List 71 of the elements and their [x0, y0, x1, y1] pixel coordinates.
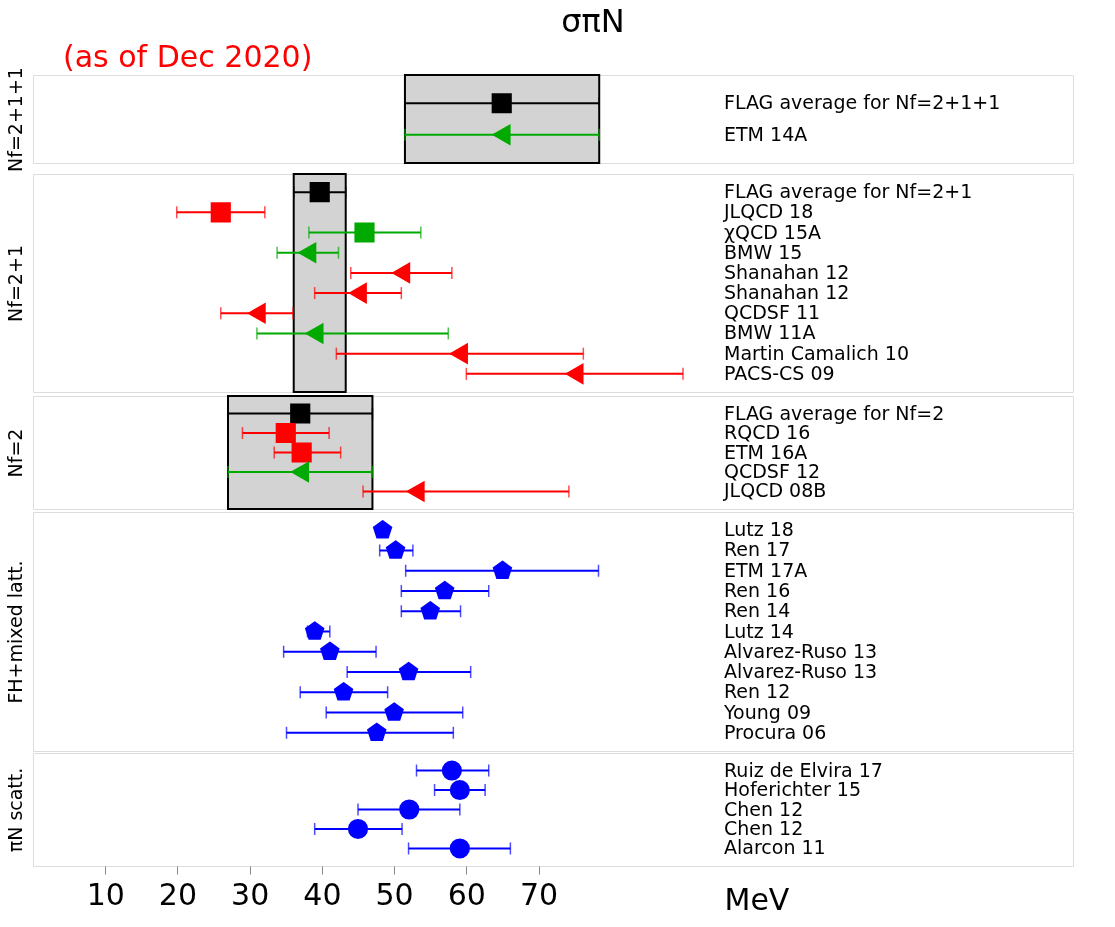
- point: [248, 303, 266, 324]
- y-tick-label: Lutz 18: [724, 518, 794, 541]
- y-tick-label: QCDSF 11: [724, 301, 821, 324]
- y-tick-label: Lutz 14: [724, 619, 794, 642]
- point: [298, 242, 317, 263]
- point: [210, 202, 231, 223]
- y-tick-label: FLAG average for Nf=2: [724, 401, 945, 424]
- point: [320, 641, 340, 661]
- point: [349, 283, 367, 304]
- chart-title: σπN: [561, 2, 625, 40]
- point: [372, 520, 393, 539]
- y-axis-title: Nf=2+1+1: [3, 67, 26, 172]
- point: [290, 403, 311, 424]
- y-tick-label: Ren 17: [724, 538, 791, 561]
- y-tick-label: RQCD 16: [724, 421, 811, 444]
- point: [420, 601, 440, 620]
- point: [354, 222, 375, 243]
- point: [309, 182, 330, 203]
- point: [392, 262, 411, 283]
- y-tick-label: Alvarez-Ruso 13: [724, 639, 878, 662]
- y-axis-title: πN scatt.: [3, 767, 26, 853]
- y-tick-label: FLAG average for Nf=2+1+1: [724, 91, 1001, 114]
- x-tick-label: 50: [375, 876, 414, 912]
- y-tick-label: ETM 14A: [724, 122, 808, 145]
- x-axis-title: MeV: [724, 881, 790, 917]
- y-axis-title: FH+mixed latt.: [3, 560, 26, 704]
- y-tick-label: Ruiz de Elvira 17: [724, 758, 883, 781]
- x-tick-label: 70: [519, 876, 559, 912]
- point: [435, 580, 455, 600]
- y-tick-label: PACS-CS 09: [724, 361, 835, 384]
- x-tick-label: 20: [158, 876, 198, 912]
- x-tick-label: 60: [447, 876, 486, 912]
- point: [449, 838, 470, 859]
- x-tick-label: 30: [231, 876, 270, 912]
- y-tick-label: Young 09: [723, 700, 812, 723]
- point: [384, 702, 404, 721]
- point: [450, 343, 468, 364]
- text: (as of Dec 2020): [63, 39, 313, 74]
- y-tick-label: Alarcon 11: [724, 836, 826, 859]
- point: [291, 442, 312, 463]
- y-axis-title: Nf=2: [3, 428, 26, 478]
- point: [305, 323, 324, 344]
- y-tick-label: Ren 14: [724, 599, 791, 622]
- point: [333, 682, 354, 701]
- y-tick-label: Ren 12: [724, 680, 791, 703]
- y-tick-label: JLQCD 18: [723, 200, 814, 223]
- y-tick-label: QCDSF 12: [724, 459, 821, 482]
- point: [367, 722, 387, 742]
- point: [291, 461, 310, 483]
- point: [347, 818, 369, 840]
- y-tick-label: Shanahan 12: [724, 281, 850, 304]
- point: [305, 621, 325, 640]
- point: [565, 363, 584, 384]
- point: [449, 779, 470, 801]
- point: [492, 560, 513, 580]
- y-axis-title: Nf=2+1: [3, 245, 26, 322]
- y-tick-label: BMW 11A: [724, 321, 816, 344]
- point: [275, 422, 296, 444]
- point: [441, 760, 462, 781]
- y-tick-label: FLAG average for Nf=2+1: [724, 180, 973, 203]
- point: [385, 540, 406, 559]
- y-tick-label: Alvarez-Ruso 13: [724, 660, 878, 683]
- y-tick-label: ETM 17A: [724, 558, 808, 581]
- y-tick-label: Ren 16: [724, 578, 791, 601]
- y-tick-label: Martin Camalich 10: [724, 341, 909, 364]
- point: [406, 481, 425, 502]
- point: [398, 661, 419, 681]
- x-tick-label: 10: [86, 876, 125, 912]
- x-tick-label: 40: [303, 876, 342, 912]
- point: [399, 799, 420, 820]
- y-tick-label: Shanahan 12: [724, 260, 850, 283]
